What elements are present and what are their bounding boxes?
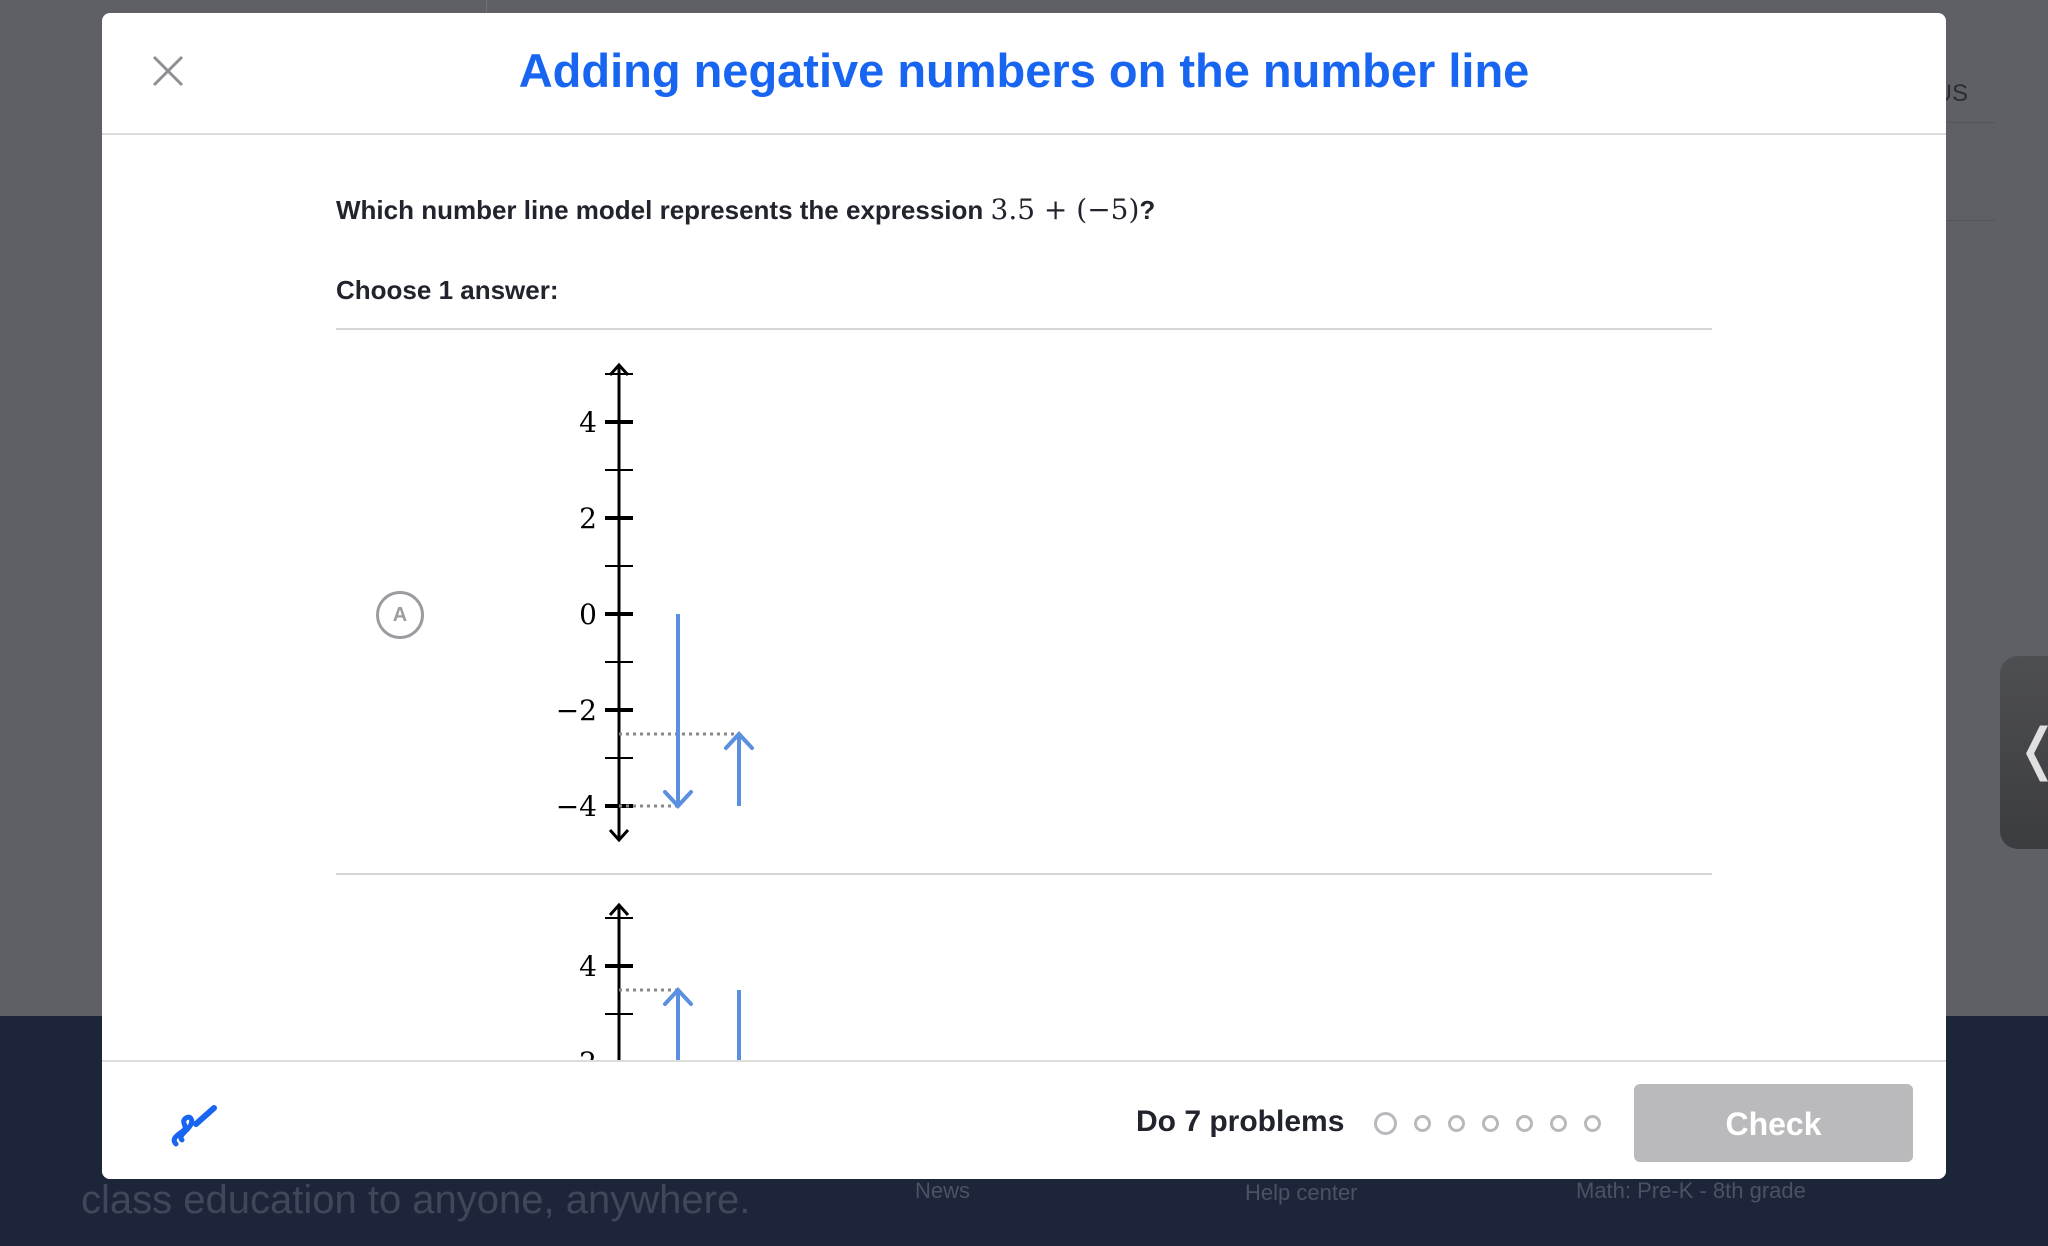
number-line-a: 4 2 0 −2 −4 xyxy=(556,362,754,843)
question-expression: 3.5 + (−5) xyxy=(990,193,1140,226)
footer-link-math[interactable]: Math: Pre-K - 8th grade xyxy=(1576,1178,1806,1203)
progress-dot xyxy=(1414,1115,1431,1132)
background-rule xyxy=(1946,220,1996,221)
exercise-body: Which number line model represents the e… xyxy=(102,135,1946,1060)
chevron-left-icon: ❬ xyxy=(2014,716,2048,782)
tick-label: 4 xyxy=(579,406,597,439)
tick-label: −2 xyxy=(556,694,597,727)
axis-arrow-up-icon xyxy=(608,362,630,377)
progress-dot xyxy=(1482,1115,1499,1132)
arrow-head-down-icon xyxy=(663,790,693,809)
question-text: Which number line model represents the e… xyxy=(336,193,1155,226)
footer-tagline: class education to anyone, anywhere. xyxy=(81,1178,751,1222)
tick-label: 2 xyxy=(579,502,597,535)
check-button[interactable]: Check xyxy=(1634,1084,1913,1162)
progress-dot xyxy=(1584,1115,1601,1132)
scratchpad-icon[interactable] xyxy=(168,1100,220,1152)
axis-arrow-down-icon xyxy=(608,828,630,843)
side-panel-toggle[interactable]: ❬ xyxy=(2000,656,2048,849)
arrow-head-up-icon xyxy=(663,987,693,1006)
axis-arrow-up-icon xyxy=(608,902,630,917)
footer-link-help[interactable]: Help center xyxy=(1245,1180,1358,1205)
progress-dot xyxy=(1448,1115,1465,1132)
tick-label: 0 xyxy=(579,598,597,631)
tick-label: 2 xyxy=(579,1046,597,1060)
number-line-b: 42 xyxy=(579,902,741,1060)
choose-label: Choose 1 answer: xyxy=(336,275,559,305)
divider xyxy=(336,873,1712,875)
progress-dot xyxy=(1550,1115,1567,1132)
sidebar-divider xyxy=(486,0,487,20)
exercise-modal: Adding negative numbers on the number li… xyxy=(102,13,1946,1179)
arrow-head-up-icon xyxy=(724,731,754,750)
choice-a[interactable]: A 4 2 0 −2 −4 xyxy=(336,330,1712,875)
close-icon[interactable] xyxy=(148,51,188,91)
modal-title: Adding negative numbers on the number li… xyxy=(518,44,1530,97)
tick-label: −4 xyxy=(556,790,597,823)
question-end: ? xyxy=(1139,195,1156,225)
footer-link-news[interactable]: News xyxy=(915,1178,971,1203)
modal-header: Adding negative numbers on the number li… xyxy=(102,13,1946,135)
progress-dots xyxy=(1374,1112,1601,1135)
progress-dot xyxy=(1516,1115,1533,1132)
divider xyxy=(336,328,1712,330)
question-prompt: Which number line model represents the e… xyxy=(336,195,991,225)
progress-label: Do 7 problems xyxy=(1136,1105,1345,1138)
choice-b[interactable]: 42 xyxy=(336,875,1712,1060)
progress-dot xyxy=(1374,1112,1397,1135)
choice-a-letter[interactable]: A xyxy=(376,591,424,639)
background-rule xyxy=(1946,122,1996,123)
modal-footer: Do 7 problems Check xyxy=(102,1060,1946,1179)
tick-label: 4 xyxy=(579,950,597,983)
